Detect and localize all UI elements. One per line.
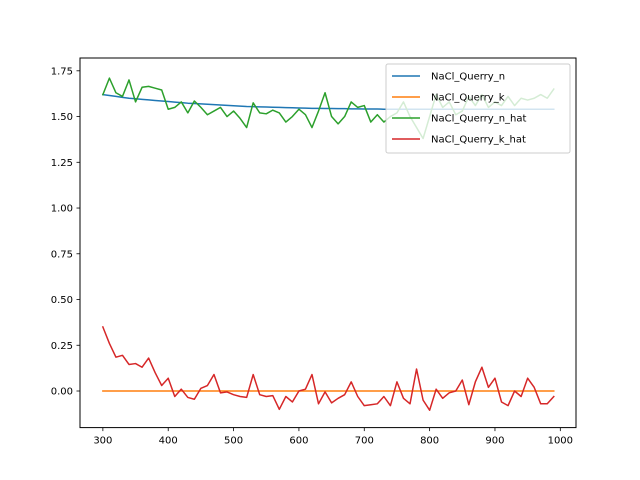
series-line-4 [101,325,555,411]
legend-label: NaCl_Querry_k_hat [431,135,526,146]
legend-label: NaCl_Querry_n_hat [431,114,526,125]
y-tick-label: 0.25 [51,341,73,352]
x-tick-label: 300 [93,436,112,447]
x-tick-label: 900 [485,436,504,447]
y-tick-label: 1.75 [51,66,73,77]
x-tick-label: 1000 [548,436,573,447]
y-axis: 0.00 0.25 0.50 0.75 1.00 1.25 1.50 1.75 [51,66,80,398]
y-tick-label: 1.50 [51,112,73,123]
x-tick-label: 600 [289,436,308,447]
y-tick-label: 1.00 [51,204,73,215]
y-tick-label: 1.25 [51,158,73,169]
legend-label: NaCl_Querry_k [431,93,505,104]
legend-box [385,63,571,154]
y-tick-label: 0.00 [51,387,73,398]
x-tick-label: 400 [159,436,178,447]
x-tick-label: 700 [355,436,374,447]
x-tick-label: 800 [420,436,439,447]
y-tick-label: 0.50 [51,295,73,306]
x-tick-label: 500 [224,436,243,447]
legend: NaCl_Querry_n NaCl_Querry_k NaCl_Querry_n_… [385,63,571,154]
x-axis: 300 400 500 600 700 800 900 1000 [93,427,573,447]
y-tick-label: 0.75 [51,249,73,260]
legend-label: NaCl_Querry_n [431,72,505,83]
plot-frame [79,57,577,429]
